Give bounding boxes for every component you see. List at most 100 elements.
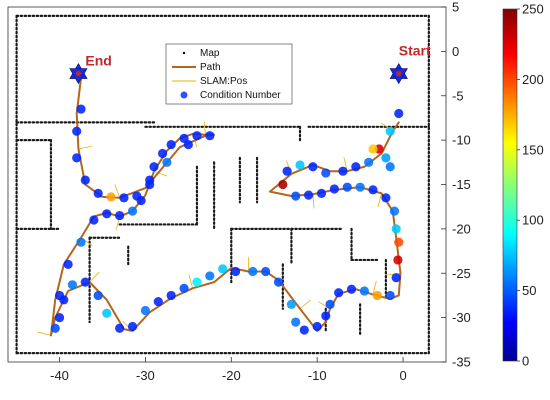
x-axis-ticks: -40 -30 -20 -10 0 — [50, 357, 407, 383]
slam-pose — [372, 280, 377, 295]
condition-point — [359, 286, 370, 296]
y-axis-ticks: 5 0 -5 -10 -15 -20 -25 -30 -35 — [441, 0, 471, 370]
condition-point — [63, 259, 73, 269]
condition-point — [80, 175, 90, 185]
legend-slam-label: SLAM:Pos — [200, 76, 247, 87]
slam-pose — [299, 299, 311, 310]
condition-point — [381, 153, 391, 163]
condition-point — [80, 277, 90, 287]
colorbar-tick-label: 250 — [522, 2, 544, 17]
condition-point — [391, 224, 401, 234]
legend-path-label: Path — [200, 62, 221, 73]
condition-point — [364, 157, 374, 167]
y-tick-label: -5 — [452, 88, 464, 103]
condition-point — [119, 193, 129, 203]
condition-point — [115, 323, 125, 333]
x-tick-label: -30 — [136, 368, 155, 383]
start-label: Start — [399, 43, 431, 59]
condition-point — [106, 192, 116, 202]
condition-point — [218, 264, 228, 274]
condition-point — [127, 206, 138, 216]
condition-point — [72, 126, 82, 136]
condition-point — [325, 299, 335, 309]
condition-point — [192, 131, 202, 141]
slam-pose — [377, 193, 382, 208]
legend-map-label: Map — [200, 48, 220, 59]
condition-point — [321, 168, 331, 178]
condition-point — [72, 153, 82, 163]
colorbar-tick-label: 50 — [522, 283, 536, 298]
y-tick-label: 5 — [452, 0, 459, 15]
condition-point — [273, 277, 284, 287]
y-tick-label: -10 — [452, 133, 471, 148]
condition-point — [372, 290, 382, 301]
colorbar-tick-label: 100 — [522, 213, 544, 228]
condition-point — [140, 305, 151, 316]
condition-point — [303, 190, 314, 200]
x-tick-label: -10 — [308, 368, 327, 383]
condition-point — [299, 325, 309, 335]
y-tick-label: -15 — [452, 177, 471, 192]
end-label: End — [85, 53, 111, 69]
colorbar-ticks: 250 200 150 100 50 0 — [517, 2, 544, 369]
condition-point — [329, 184, 339, 194]
condition-point — [291, 191, 301, 201]
condition-point — [205, 131, 215, 141]
condition-point — [183, 139, 193, 150]
colorbar-tick-label: 0 — [522, 354, 529, 369]
star-center — [396, 70, 402, 77]
condition-point — [278, 179, 288, 190]
condition-point — [316, 188, 327, 198]
slam-pose — [312, 194, 315, 209]
condition-point — [93, 290, 103, 301]
x-tick-label: -20 — [222, 368, 241, 383]
condition-point — [50, 323, 60, 333]
y-tick-label: -20 — [452, 221, 471, 236]
slam-pose — [153, 170, 168, 177]
legend-cond-label: Condition Number — [200, 90, 281, 101]
condition-point — [286, 299, 297, 309]
colorbar-tick-label: 150 — [522, 142, 544, 157]
condition-point — [391, 273, 401, 283]
condition-point — [149, 162, 159, 172]
y-tick-label: -35 — [452, 355, 471, 370]
condition-point — [368, 144, 378, 154]
condition-point — [368, 185, 378, 195]
condition-point — [127, 321, 138, 332]
condition-point — [355, 182, 365, 192]
condition-point — [248, 266, 258, 277]
y-tick-label: 0 — [452, 44, 459, 59]
colorbar — [502, 8, 518, 362]
legend-map-swatch — [182, 51, 186, 55]
condition-point — [192, 277, 202, 287]
condition-point — [205, 271, 215, 281]
condition-point — [157, 148, 168, 159]
condition-point — [291, 317, 301, 327]
condition-point — [166, 290, 176, 301]
x-tick-label: 0 — [399, 368, 406, 383]
condition-point — [351, 162, 361, 172]
condition-point — [102, 209, 112, 219]
condition-point — [385, 126, 395, 136]
condition-point — [389, 206, 400, 216]
condition-point — [115, 210, 125, 221]
condition-point — [394, 237, 404, 247]
start-marker — [389, 62, 408, 85]
slam-pose — [188, 274, 194, 289]
condition-point — [393, 255, 403, 265]
condition-point — [54, 290, 65, 301]
y-tick-label: -30 — [452, 310, 471, 325]
legend-cond-swatch — [180, 91, 188, 99]
condition-point — [145, 179, 155, 190]
condition-point — [153, 297, 163, 307]
y-tick-label: -25 — [452, 266, 471, 281]
condition-point — [132, 191, 142, 201]
condition-point — [89, 215, 99, 225]
slam-pose — [78, 145, 92, 150]
condition-point — [261, 266, 271, 277]
condition-point — [295, 160, 305, 170]
end-marker — [69, 62, 88, 85]
colorbar-tick-label: 200 — [522, 72, 544, 87]
star-center — [75, 70, 82, 77]
